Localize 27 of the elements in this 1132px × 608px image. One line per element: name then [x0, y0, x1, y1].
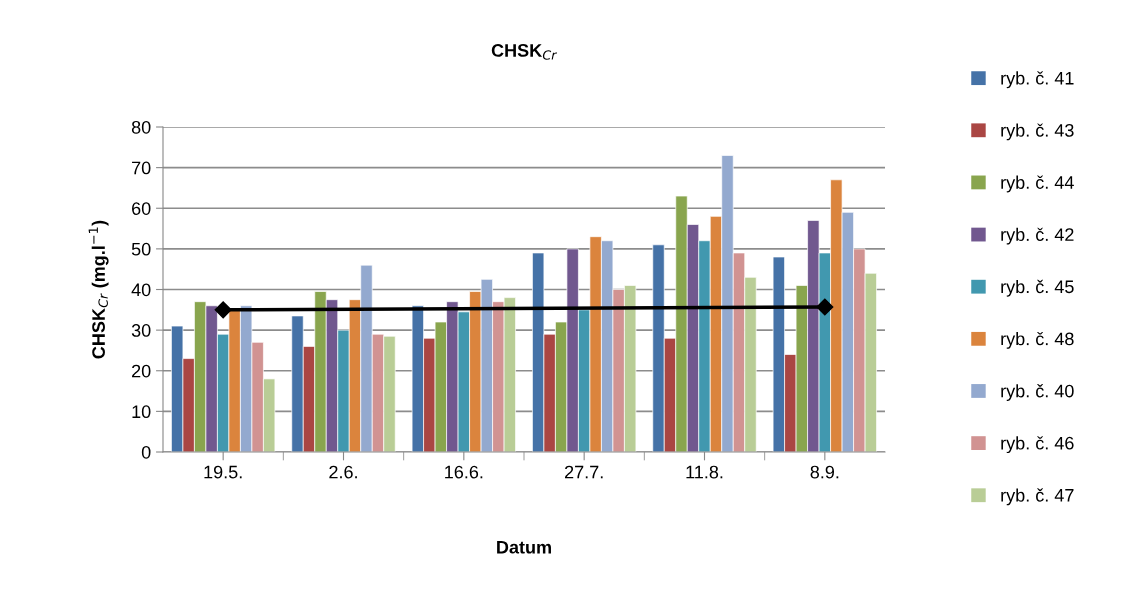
chart-title: CHSK$_{Cr}$	[491, 44, 558, 60]
legend-label: ryb. č. 43	[1001, 123, 1074, 141]
legend-label: ryb. č. 40	[1001, 384, 1074, 401]
x-axis-title: Datum	[497, 541, 551, 554]
x-tick-label: 8.9.	[810, 465, 839, 479]
x-tick-label: 19.5.	[204, 465, 242, 479]
legend-label: ryb. č. 45	[1001, 279, 1074, 297]
y-tick-label: 0	[141, 445, 151, 459]
y-tick-label: 80	[131, 120, 151, 134]
y-tick-label: 20	[132, 364, 151, 378]
legend-label: ryb. č. 42	[1001, 227, 1074, 245]
x-tick-label: 11.8.	[686, 465, 723, 479]
legend-label: ryb. č. 47	[1001, 488, 1074, 506]
y-tick-label: 40	[131, 283, 151, 297]
y-tick-label: 70	[132, 161, 151, 175]
y-axis-title: CHSK$_{Cr}$ (mg.l$^{−1}$)	[88, 220, 109, 359]
legend-label: ryb. č. 48	[1001, 331, 1074, 349]
y-tick-label: 10	[132, 405, 151, 419]
legend-label: ryb. č. 44	[1001, 175, 1074, 193]
legend-label: ryb. č. 41	[1001, 71, 1074, 89]
x-tick-label: 2.6.	[329, 465, 357, 479]
y-tick-label: 30	[131, 324, 151, 337]
x-tick-label: 16.6.	[445, 465, 483, 479]
y-tick-label: 60	[132, 202, 151, 215]
legend-label: ryb. č. 46	[1001, 436, 1074, 454]
x-tick-label: 27.7.	[565, 465, 603, 479]
y-tick-label: 50	[131, 242, 151, 256]
